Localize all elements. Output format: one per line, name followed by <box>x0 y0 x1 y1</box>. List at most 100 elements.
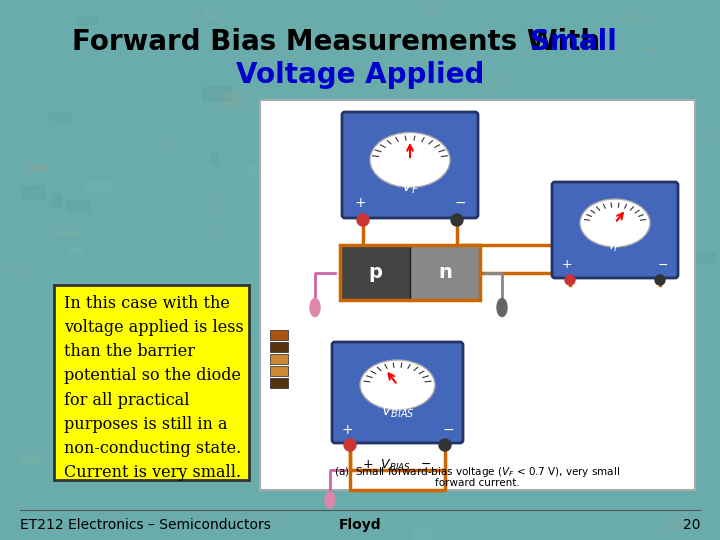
Bar <box>621 421 642 425</box>
Text: −: − <box>454 196 466 210</box>
Text: (a)  Small forward-bias voltage ($V_F$ < 0.7 V), very small: (a) Small forward-bias voltage ($V_F$ < … <box>335 465 621 479</box>
Bar <box>260 100 695 490</box>
Bar <box>22 455 38 463</box>
Circle shape <box>439 439 451 451</box>
Text: +: + <box>562 259 572 272</box>
Bar <box>262 514 285 524</box>
Bar <box>400 529 408 536</box>
Bar <box>645 48 655 51</box>
Bar <box>621 255 629 267</box>
Bar <box>340 245 410 300</box>
Text: n: n <box>438 263 452 282</box>
Bar <box>621 15 640 23</box>
Text: −: − <box>658 259 668 272</box>
Circle shape <box>565 275 575 285</box>
Text: $V_F$: $V_F$ <box>400 178 419 197</box>
Ellipse shape <box>325 492 335 508</box>
Bar <box>54 285 249 480</box>
Bar <box>270 354 288 364</box>
Ellipse shape <box>310 299 320 316</box>
Bar <box>13 267 22 274</box>
Bar <box>247 165 256 174</box>
Bar <box>413 529 430 540</box>
Bar <box>97 326 116 332</box>
Text: In this case with the
voltage applied is less
than the barrier
potential so the : In this case with the voltage applied is… <box>64 295 244 481</box>
Text: forward current.: forward current. <box>435 478 520 488</box>
FancyBboxPatch shape <box>342 112 478 218</box>
Bar <box>99 433 106 448</box>
Ellipse shape <box>580 199 650 247</box>
Bar <box>640 200 646 214</box>
Bar <box>326 293 338 303</box>
Text: ET212 Electronics – Semiconductors: ET212 Electronics – Semiconductors <box>20 518 271 532</box>
Bar <box>270 342 288 352</box>
Bar <box>562 254 592 262</box>
Bar <box>70 248 84 253</box>
Bar <box>207 227 219 237</box>
Bar <box>352 312 369 317</box>
Bar <box>428 4 433 13</box>
Text: $+\ \ V_{BIAS}\ \ -$: $+\ \ V_{BIAS}\ \ -$ <box>362 457 432 472</box>
Text: Small: Small <box>530 28 617 56</box>
Bar <box>490 75 498 89</box>
Bar <box>270 378 288 388</box>
Bar <box>679 449 689 455</box>
Text: Voltage Applied: Voltage Applied <box>236 61 484 89</box>
Bar <box>204 198 221 210</box>
Bar <box>627 172 635 178</box>
Text: $V_{BIAS}$: $V_{BIAS}$ <box>381 404 414 420</box>
Bar <box>52 193 60 207</box>
Circle shape <box>344 439 356 451</box>
Bar <box>320 118 335 132</box>
Bar <box>205 8 215 19</box>
Bar <box>468 314 482 328</box>
Ellipse shape <box>497 299 507 316</box>
Bar <box>168 369 189 382</box>
Bar <box>57 231 78 235</box>
Bar <box>283 35 294 41</box>
Bar <box>181 358 194 367</box>
Circle shape <box>451 214 463 226</box>
Bar <box>400 415 407 430</box>
Bar <box>410 245 480 300</box>
Bar <box>389 286 400 290</box>
Bar <box>49 113 71 120</box>
Text: −: − <box>442 423 454 437</box>
Bar <box>165 138 171 150</box>
Text: Forward Bias Measurements With: Forward Bias Measurements With <box>72 28 610 56</box>
Circle shape <box>655 275 665 285</box>
Bar <box>175 296 198 307</box>
Bar <box>203 87 231 100</box>
Text: 20: 20 <box>683 518 700 532</box>
Bar <box>76 17 96 24</box>
Bar <box>523 292 543 306</box>
Bar <box>146 292 168 298</box>
Bar <box>151 336 158 340</box>
Bar <box>351 431 372 442</box>
Bar <box>222 91 240 106</box>
Bar <box>84 183 112 189</box>
Bar <box>665 522 690 528</box>
Bar <box>484 209 512 213</box>
Bar <box>154 384 179 391</box>
Bar <box>27 164 45 171</box>
Bar <box>270 330 288 340</box>
Bar <box>270 366 288 376</box>
FancyBboxPatch shape <box>552 182 678 278</box>
Circle shape <box>357 214 369 226</box>
Bar <box>23 186 44 198</box>
Bar <box>585 173 595 177</box>
Bar <box>211 154 217 164</box>
Ellipse shape <box>360 360 435 410</box>
Bar <box>618 102 630 113</box>
Bar <box>112 296 135 307</box>
Bar <box>361 355 377 367</box>
Bar <box>557 146 572 150</box>
Bar <box>690 131 712 143</box>
Bar <box>67 200 89 211</box>
Text: +: + <box>341 423 353 437</box>
Text: $I_F$: $I_F$ <box>608 235 621 254</box>
Bar <box>688 252 715 263</box>
Bar <box>460 307 468 314</box>
Text: +: + <box>354 196 366 210</box>
